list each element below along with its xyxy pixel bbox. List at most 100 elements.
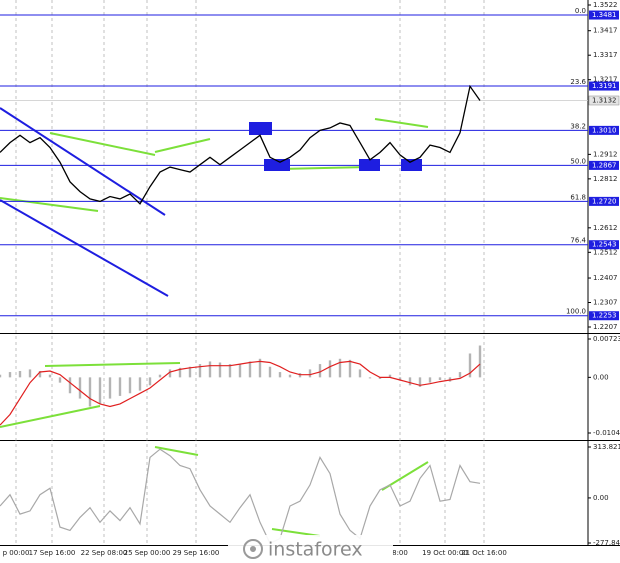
histogram-bar <box>458 372 462 378</box>
histogram-bar <box>368 377 372 379</box>
price-tag-label: 1.2867 <box>592 161 617 169</box>
x-tick-label: 22 Sep 08:00 <box>81 549 128 557</box>
x-tick-label: 19 Oct 00:00 <box>422 549 468 557</box>
marker-box <box>249 122 272 135</box>
fib-ratio: 38.2 <box>570 122 586 130</box>
y-tick-label: 313.8212 <box>593 443 620 451</box>
histogram-bar <box>268 366 272 378</box>
x-tick-label: 25 Sep 00:00 <box>124 549 171 557</box>
x-tick-label: p 00:00 <box>3 549 30 557</box>
histogram-bar <box>318 364 322 378</box>
divergence-line <box>49 132 156 156</box>
y-tick-label: -0.01049 <box>593 429 620 437</box>
price-tag-label: 1.2720 <box>592 197 617 205</box>
histogram-bar <box>218 362 222 378</box>
histogram-bar <box>188 366 192 378</box>
fib-ratio: 0.0 <box>575 7 586 15</box>
fib-ratio: 76.4 <box>570 237 586 245</box>
cci-line <box>0 448 481 545</box>
y-tick-label: 1.2612 <box>593 224 618 232</box>
histogram-bar <box>158 374 162 378</box>
divergence-line <box>271 528 321 537</box>
histogram-bar <box>398 377 402 381</box>
price-tag-label: 1.3010 <box>592 126 617 134</box>
histogram-bar <box>68 377 72 394</box>
y-tick-label: 0.00 <box>593 373 609 381</box>
histogram-bar <box>428 377 432 383</box>
price-tag <box>589 10 619 20</box>
divergence-line <box>0 405 101 428</box>
x-tick-label: 8:00 <box>392 549 408 557</box>
histogram-bar <box>328 360 332 378</box>
histogram-bar <box>388 374 392 378</box>
divergence-line <box>154 138 211 153</box>
watermark-logo <box>250 546 256 552</box>
histogram-bar <box>178 367 182 378</box>
y-tick-label: 1.2512 <box>593 248 618 256</box>
histogram-bar <box>348 359 352 378</box>
price-tag-label: 1.2253 <box>592 312 617 320</box>
histogram-bar <box>308 369 312 378</box>
y-tick-label: 1.2207 <box>593 323 618 331</box>
price-tag <box>589 125 619 135</box>
histogram-bar <box>148 377 152 386</box>
divergence-line <box>0 197 99 212</box>
price-tag <box>589 196 619 206</box>
histogram-bar <box>278 372 282 378</box>
histogram-bar <box>258 358 262 378</box>
divergence-line <box>374 118 429 128</box>
price-tag <box>589 240 619 250</box>
y-tick-label: 1.3317 <box>593 51 618 59</box>
histogram-bar <box>78 377 82 399</box>
divergence-line <box>279 166 369 170</box>
trend-drawings <box>0 107 429 537</box>
watermark: instaforex <box>228 535 393 563</box>
y-tick-label: 1.3417 <box>593 27 618 35</box>
histogram-bar <box>108 377 112 399</box>
histogram-bar <box>18 370 22 378</box>
price-tag-label: 1.2543 <box>592 241 617 249</box>
watermark-logo <box>243 539 263 559</box>
histogram-bar <box>248 361 252 378</box>
y-tick-label: -277.8440 <box>593 539 620 547</box>
histogram-bar <box>58 377 62 383</box>
x-tick-label: 17 Sep 16:00 <box>29 549 76 557</box>
histogram-bar <box>198 364 202 378</box>
divergence-line <box>154 446 199 456</box>
divergence-line <box>44 362 181 367</box>
histogram-bar <box>438 377 442 381</box>
y-tick-label: 1.2812 <box>593 175 618 183</box>
histogram-bar <box>468 353 472 378</box>
price-tag <box>589 160 619 170</box>
histogram-bar <box>338 358 342 378</box>
histogram-bar <box>8 372 12 378</box>
histogram-bar <box>128 377 132 394</box>
histogram-bar <box>138 377 142 391</box>
x-tick-label: 29 Sep 16:00 <box>173 549 220 557</box>
histogram-bar <box>48 374 52 378</box>
histogram-bar <box>168 369 172 378</box>
y-tick-label: 0.00 <box>593 494 609 502</box>
y-tick-label: 1.2912 <box>593 150 618 158</box>
histogram-bar <box>478 345 482 378</box>
watermark-text: instaforex <box>268 539 363 561</box>
histogram-bar <box>0 374 2 378</box>
histogram-bar <box>98 377 102 404</box>
grid <box>15 0 485 545</box>
histogram-bar <box>408 377 412 386</box>
histogram-bar <box>418 377 422 387</box>
last-price-label: 1.3132 <box>592 96 617 104</box>
y-tick-label: 0.00723 <box>593 335 620 343</box>
histogram-bar <box>358 369 362 378</box>
price-tag <box>589 81 619 91</box>
histogram-bar <box>208 361 212 378</box>
price-tag <box>589 311 619 321</box>
histogram-bar <box>38 370 42 378</box>
histogram-bar <box>118 377 122 396</box>
price-tag-label: 1.3191 <box>592 82 617 90</box>
channel-line <box>0 199 169 297</box>
y-tick-label: 1.2307 <box>593 299 618 307</box>
fib-ratio: 23.6 <box>570 78 586 86</box>
